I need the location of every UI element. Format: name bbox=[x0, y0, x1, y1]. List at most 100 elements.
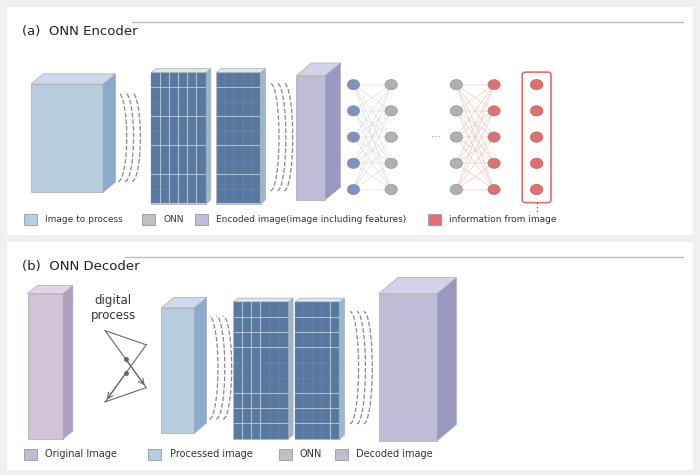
Polygon shape bbox=[295, 333, 304, 347]
Polygon shape bbox=[304, 394, 313, 408]
Polygon shape bbox=[27, 294, 63, 439]
Polygon shape bbox=[160, 117, 169, 131]
Polygon shape bbox=[234, 161, 243, 174]
Polygon shape bbox=[314, 333, 321, 347]
Polygon shape bbox=[151, 102, 160, 116]
Polygon shape bbox=[314, 394, 321, 408]
Polygon shape bbox=[225, 73, 234, 87]
Polygon shape bbox=[234, 303, 242, 317]
Polygon shape bbox=[169, 131, 178, 145]
Text: Decoded image: Decoded image bbox=[356, 449, 433, 459]
Polygon shape bbox=[178, 161, 188, 174]
Circle shape bbox=[531, 184, 542, 195]
Polygon shape bbox=[225, 87, 234, 102]
Text: information from image: information from image bbox=[449, 215, 556, 224]
Polygon shape bbox=[151, 175, 160, 189]
Polygon shape bbox=[216, 146, 225, 160]
Polygon shape bbox=[244, 117, 251, 131]
Circle shape bbox=[450, 184, 463, 195]
Polygon shape bbox=[331, 303, 340, 317]
Polygon shape bbox=[270, 363, 279, 378]
Polygon shape bbox=[322, 409, 330, 423]
Polygon shape bbox=[297, 63, 340, 76]
Circle shape bbox=[450, 132, 463, 142]
Polygon shape bbox=[304, 333, 313, 347]
Circle shape bbox=[531, 79, 542, 90]
Polygon shape bbox=[243, 409, 251, 423]
Polygon shape bbox=[244, 161, 251, 174]
Polygon shape bbox=[331, 379, 340, 393]
Polygon shape bbox=[244, 131, 251, 145]
Polygon shape bbox=[188, 73, 197, 87]
Polygon shape bbox=[243, 303, 251, 317]
Circle shape bbox=[488, 158, 500, 169]
Polygon shape bbox=[178, 87, 188, 102]
Polygon shape bbox=[261, 318, 270, 332]
Polygon shape bbox=[225, 146, 234, 160]
Polygon shape bbox=[169, 161, 178, 174]
Polygon shape bbox=[151, 73, 206, 204]
Bar bbox=[148, 449, 162, 460]
Polygon shape bbox=[261, 363, 270, 378]
Polygon shape bbox=[331, 318, 340, 332]
Polygon shape bbox=[216, 131, 225, 145]
Polygon shape bbox=[160, 175, 169, 189]
Polygon shape bbox=[225, 175, 234, 189]
Polygon shape bbox=[295, 302, 340, 439]
Polygon shape bbox=[270, 379, 279, 393]
Polygon shape bbox=[252, 131, 260, 145]
Polygon shape bbox=[243, 394, 251, 408]
Polygon shape bbox=[314, 318, 321, 332]
Polygon shape bbox=[331, 424, 340, 438]
Polygon shape bbox=[216, 117, 225, 131]
Polygon shape bbox=[288, 298, 293, 439]
Polygon shape bbox=[197, 175, 206, 189]
Polygon shape bbox=[178, 146, 188, 160]
Polygon shape bbox=[295, 424, 304, 438]
Polygon shape bbox=[252, 363, 260, 378]
Polygon shape bbox=[225, 190, 234, 203]
Text: (a)  ONN Encoder: (a) ONN Encoder bbox=[22, 25, 138, 38]
Polygon shape bbox=[197, 117, 206, 131]
Polygon shape bbox=[225, 131, 234, 145]
Circle shape bbox=[347, 79, 360, 90]
Polygon shape bbox=[197, 102, 206, 116]
Polygon shape bbox=[234, 73, 243, 87]
Polygon shape bbox=[252, 73, 260, 87]
Text: ⋮: ⋮ bbox=[531, 203, 542, 213]
Polygon shape bbox=[279, 348, 288, 362]
Polygon shape bbox=[322, 303, 330, 317]
Polygon shape bbox=[225, 161, 234, 174]
Polygon shape bbox=[151, 161, 160, 174]
Polygon shape bbox=[322, 379, 330, 393]
Polygon shape bbox=[197, 73, 206, 87]
Polygon shape bbox=[234, 394, 242, 408]
Polygon shape bbox=[31, 74, 116, 84]
Bar bbox=[428, 214, 441, 225]
Polygon shape bbox=[234, 190, 243, 203]
Polygon shape bbox=[188, 190, 197, 203]
Polygon shape bbox=[261, 379, 270, 393]
Polygon shape bbox=[160, 161, 169, 174]
Circle shape bbox=[385, 158, 398, 169]
Circle shape bbox=[488, 106, 500, 116]
Polygon shape bbox=[225, 102, 234, 116]
Polygon shape bbox=[270, 333, 279, 347]
Circle shape bbox=[488, 132, 500, 142]
Polygon shape bbox=[379, 277, 456, 294]
Polygon shape bbox=[322, 318, 330, 332]
Bar bbox=[142, 214, 155, 225]
Polygon shape bbox=[252, 424, 260, 438]
Polygon shape bbox=[322, 394, 330, 408]
Polygon shape bbox=[197, 161, 206, 174]
Polygon shape bbox=[340, 298, 344, 439]
Polygon shape bbox=[279, 394, 288, 408]
Polygon shape bbox=[63, 285, 73, 439]
Circle shape bbox=[488, 79, 500, 90]
Polygon shape bbox=[234, 146, 243, 160]
Polygon shape bbox=[279, 303, 288, 317]
Polygon shape bbox=[234, 348, 242, 362]
Bar bbox=[335, 449, 348, 460]
Polygon shape bbox=[103, 74, 116, 192]
FancyBboxPatch shape bbox=[522, 72, 551, 203]
